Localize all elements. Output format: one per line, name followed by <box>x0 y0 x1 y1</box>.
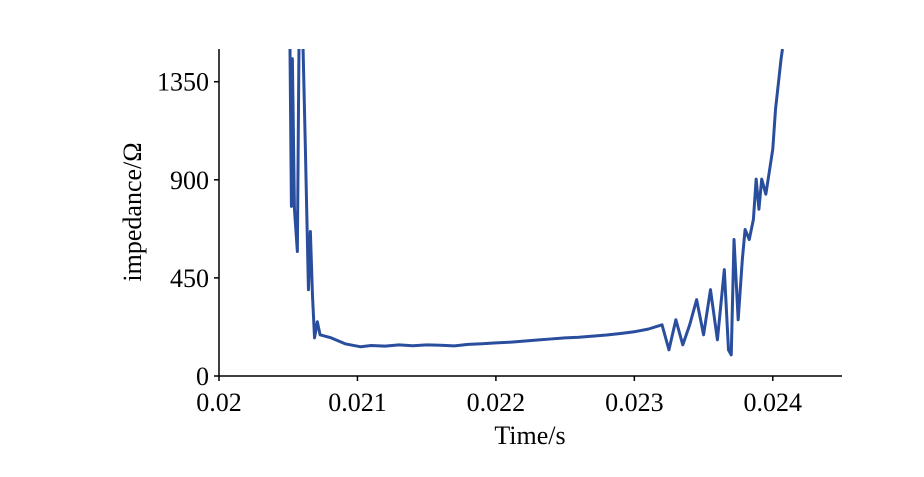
x-tick-label: 0.021 <box>328 388 387 417</box>
y-tick-label: 0 <box>196 362 209 391</box>
y-axis-label: impedance/Ω <box>118 142 147 281</box>
x-tick-label: 0.024 <box>744 388 803 417</box>
data-line <box>288 49 784 357</box>
x-tick-label: 0.023 <box>605 388 664 417</box>
y-tick-label: 450 <box>170 264 209 293</box>
plot-area <box>288 49 784 357</box>
x-axis-label: Time/s <box>494 421 565 450</box>
y-tick-label: 900 <box>170 166 209 195</box>
x-tick-label: 0.022 <box>467 388 526 417</box>
x-tick-label: 0.02 <box>196 388 242 417</box>
y-tick-label: 1350 <box>157 68 209 97</box>
